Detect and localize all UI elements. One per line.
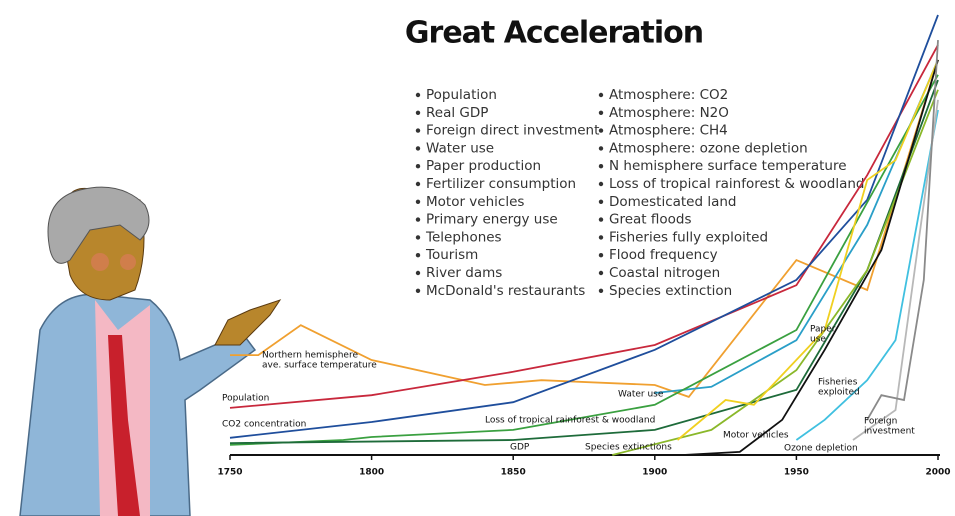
bullet	[598, 128, 604, 133]
list-item: Fertilizer consumption	[426, 176, 576, 192]
series-label: investment	[864, 427, 915, 437]
bullet	[598, 146, 604, 151]
x-tick-label: 1800	[359, 468, 384, 478]
series-label: Species extinctions	[585, 443, 672, 453]
series-line	[230, 59, 939, 398]
list-item: McDonald's restaurants	[426, 283, 585, 299]
list-item: Coastal nitrogen	[609, 265, 720, 281]
cartoon-presenter	[19, 186, 282, 516]
bullet	[415, 92, 421, 98]
series-line	[795, 109, 939, 441]
x-tick-label: 1950	[784, 468, 809, 478]
x-tick-label: 1750	[217, 468, 242, 478]
bullet	[415, 199, 421, 204]
series-label: GDP	[510, 443, 530, 453]
series-label: Motor vehicles	[723, 431, 789, 441]
bullet	[598, 110, 604, 116]
bullet	[415, 270, 421, 276]
list-item: Loss of tropical rainforest & woodland	[609, 176, 865, 192]
bullet	[598, 199, 604, 204]
bullet	[415, 235, 421, 240]
series-label: Fisheries	[818, 378, 858, 388]
bullet	[598, 270, 604, 276]
x-tick-label: 1900	[642, 468, 667, 478]
list-item: N hemisphere surface temperature	[609, 158, 847, 174]
x-tick-label: 1850	[501, 468, 526, 478]
bullet	[598, 164, 604, 169]
bullet	[598, 235, 604, 240]
bullet	[415, 110, 421, 116]
list-item: River dams	[426, 265, 502, 281]
series-label: use	[810, 335, 826, 345]
series-label: CO2 concentration	[222, 420, 306, 430]
list-item: Atmosphere: N2O	[609, 105, 729, 121]
bullet	[415, 288, 421, 293]
list-item: Atmosphere: CH4	[609, 123, 728, 139]
list-item: Fisheries fully exploited	[609, 229, 768, 245]
series-line	[654, 59, 939, 394]
series-line	[852, 99, 939, 441]
bullet	[598, 288, 604, 293]
series-label: Population	[222, 394, 269, 404]
list-item: Primary energy use	[426, 212, 558, 228]
list-item: Great floods	[609, 212, 692, 228]
bullet	[598, 217, 604, 222]
series-label: Water use	[618, 390, 664, 400]
list-item: Domesticated land	[609, 194, 737, 210]
x-tick-label: 2000	[925, 468, 950, 478]
series-label: exploited	[818, 388, 860, 398]
list-item: Motor vehicles	[426, 194, 524, 210]
list-item: Foreign direct investment	[426, 123, 599, 139]
series-label: Ozone depletion	[784, 444, 858, 454]
series-label: Paper	[810, 325, 836, 335]
series-label: ave. surface temperature	[262, 361, 377, 371]
list-item: Population	[426, 87, 497, 103]
series-line	[229, 74, 939, 446]
series-line	[229, 44, 939, 409]
bullet	[415, 128, 421, 133]
list-item: Atmosphere: CO2	[609, 87, 728, 103]
list-item: Tourism	[425, 247, 478, 263]
series-label: Foreign	[864, 417, 897, 427]
bullet	[415, 181, 421, 187]
bullet	[415, 146, 421, 151]
list-item: Water use	[426, 140, 494, 156]
list-item: Telephones	[425, 229, 502, 245]
series-label: Loss of tropical rainforest & woodland	[485, 416, 655, 426]
series-label: Northern hemisphere	[262, 351, 358, 361]
list-item: Atmosphere: ozone depletion	[609, 140, 808, 156]
series-line	[676, 59, 939, 441]
series-line	[683, 59, 939, 456]
bullet	[415, 253, 421, 258]
bullet	[598, 253, 604, 258]
list-item: Flood frequency	[609, 247, 718, 263]
bullet	[598, 181, 604, 187]
list-item: Species extinction	[609, 283, 732, 299]
bullet	[415, 164, 421, 169]
list-item: Real GDP	[426, 105, 488, 121]
series-line	[229, 14, 939, 439]
list-item: Paper production	[426, 158, 541, 174]
chart-title: Great Acceleration	[405, 16, 703, 51]
bullet	[415, 217, 421, 222]
series-line	[866, 40, 939, 421]
bullet	[598, 92, 604, 98]
